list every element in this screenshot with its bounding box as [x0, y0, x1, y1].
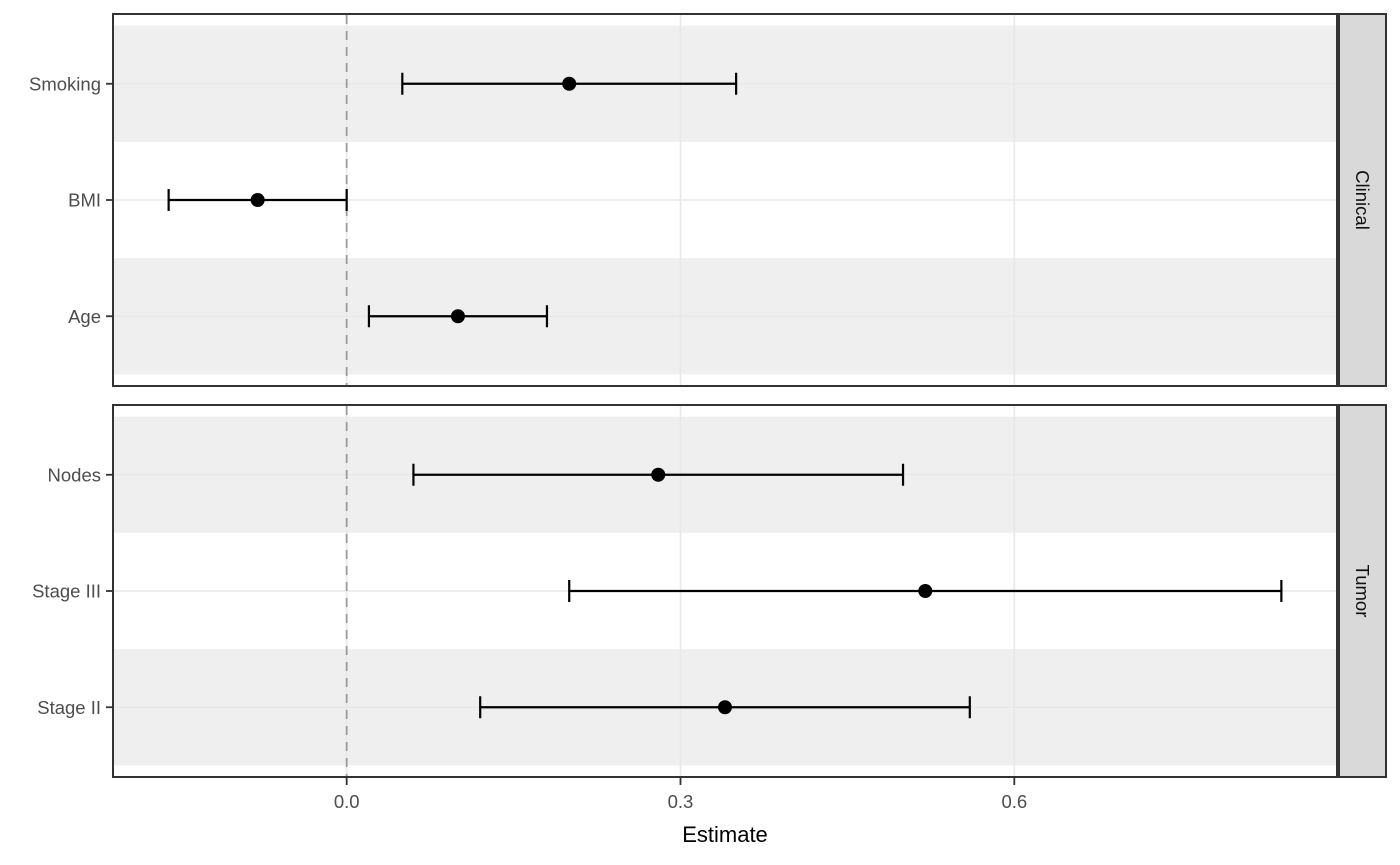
facet-panel-tumor — [112, 404, 1338, 778]
y-axis-label: Stage II — [37, 697, 101, 718]
point-estimate-marker — [450, 309, 465, 324]
point-estimate-marker — [562, 76, 577, 91]
estimate-row — [412, 463, 905, 486]
facet-strip-tumor: Tumor — [1338, 404, 1387, 778]
point-estimate-marker — [651, 467, 666, 482]
estimate-row — [568, 580, 1283, 602]
point-estimate-marker — [718, 700, 732, 715]
estimate-row — [479, 696, 971, 719]
estimate-row — [401, 72, 738, 95]
facet-strip-label: Tumor — [1352, 565, 1373, 618]
y-axis-label: Age — [68, 306, 101, 327]
point-estimate-marker — [918, 584, 933, 598]
y-axis-label: Nodes — [48, 464, 101, 485]
x-axis-tick-label: 0.0 — [334, 791, 360, 812]
facet-strip-background — [1338, 404, 1387, 778]
x-axis-tick-label: 0.6 — [1001, 791, 1027, 812]
facet-strip-label: Clinical — [1352, 170, 1373, 230]
y-axis-label: Smoking — [29, 73, 101, 94]
y-axis-label: Stage III — [32, 581, 101, 602]
estimate-row — [367, 305, 549, 328]
x-axis-title: Estimate — [682, 822, 768, 847]
point-estimate-marker — [250, 193, 265, 207]
estimate-row — [167, 189, 348, 211]
facet-panel-clinical — [112, 13, 1338, 387]
x-axis-tick-label: 0.3 — [668, 791, 694, 812]
y-axis-label: BMI — [68, 190, 101, 211]
facet-strip-background — [1338, 13, 1387, 387]
facet-strip-clinical: Clinical — [1338, 13, 1387, 387]
